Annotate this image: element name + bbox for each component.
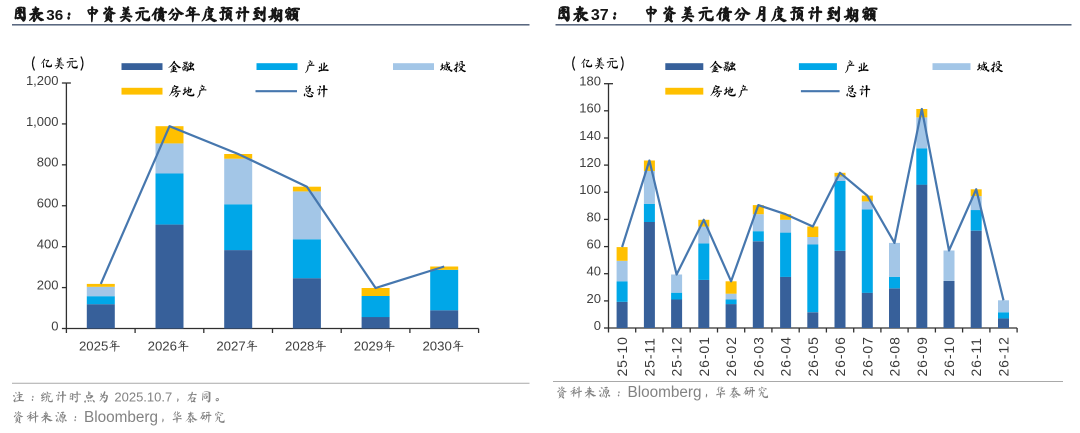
svg-text:26-05: 26-05 <box>805 336 821 376</box>
svg-text:1,000: 1,000 <box>26 114 59 129</box>
svg-text:200: 200 <box>37 277 59 292</box>
svg-text:140: 140 <box>579 128 601 143</box>
svg-text:60: 60 <box>587 236 601 251</box>
svg-text:36: 36 <box>46 7 63 24</box>
svg-text:2030: 2030 <box>422 339 451 354</box>
svg-text:160: 160 <box>579 101 601 116</box>
svg-text:2027: 2027 <box>216 339 245 354</box>
svg-text:26-03: 26-03 <box>750 336 766 376</box>
svg-text:25-10: 25-10 <box>614 336 630 376</box>
svg-text:800: 800 <box>37 155 59 170</box>
svg-text:25-11: 25-11 <box>641 337 657 376</box>
svg-text:25-12: 25-12 <box>669 336 685 376</box>
svg-text:400: 400 <box>37 237 59 252</box>
svg-text:2028: 2028 <box>285 339 314 354</box>
svg-text:26-04: 26-04 <box>778 336 794 376</box>
svg-text:2025.10.7: 2025.10.7 <box>114 390 172 405</box>
svg-text:Bloomberg: Bloomberg <box>84 409 158 426</box>
svg-text:26-07: 26-07 <box>859 336 875 376</box>
svg-text:Bloomberg: Bloomberg <box>628 384 702 401</box>
svg-text:2025: 2025 <box>79 339 108 354</box>
svg-text:26-09: 26-09 <box>914 336 930 376</box>
svg-text:37: 37 <box>591 7 609 24</box>
svg-text:2026: 2026 <box>148 339 177 354</box>
svg-text:26-06: 26-06 <box>832 336 848 376</box>
svg-text:26-10: 26-10 <box>941 336 957 376</box>
svg-text:0: 0 <box>594 318 601 333</box>
svg-text:0: 0 <box>51 318 58 333</box>
svg-text:26-02: 26-02 <box>723 336 739 376</box>
svg-text:26-08: 26-08 <box>887 336 903 376</box>
svg-text:20: 20 <box>587 291 601 306</box>
svg-text:26-11: 26-11 <box>968 337 984 376</box>
svg-text:120: 120 <box>579 155 601 170</box>
svg-text:80: 80 <box>587 209 601 224</box>
svg-text:100: 100 <box>579 182 601 197</box>
svg-text:2029: 2029 <box>354 339 383 354</box>
svg-text:600: 600 <box>37 196 59 211</box>
svg-text:40: 40 <box>587 264 601 279</box>
svg-text:180: 180 <box>579 74 601 89</box>
svg-text:26-01: 26-01 <box>696 336 712 376</box>
svg-text:1,200: 1,200 <box>26 73 59 88</box>
svg-text:26-12: 26-12 <box>996 336 1012 376</box>
